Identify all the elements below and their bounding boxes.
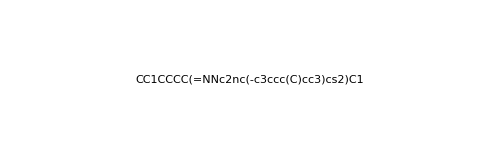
Text: CC1CCCC(=NNc2nc(-c3ccc(C)cc3)cs2)C1: CC1CCCC(=NNc2nc(-c3ccc(C)cc3)cs2)C1 <box>136 74 364 84</box>
